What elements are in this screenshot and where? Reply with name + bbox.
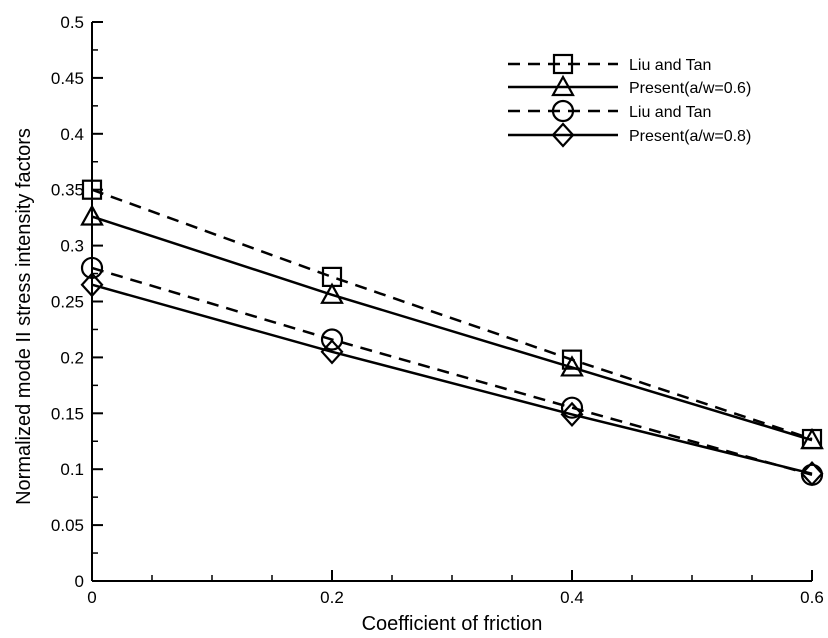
y-tick-label: 0.45 bbox=[51, 69, 84, 88]
y-tick-label: 0.35 bbox=[51, 181, 84, 200]
legend-marker bbox=[552, 53, 574, 75]
y-tick-label: 0.15 bbox=[51, 404, 84, 423]
series-3-line bbox=[91, 266, 813, 476]
series-2-line bbox=[91, 215, 813, 442]
series-2 bbox=[80, 204, 824, 450]
y-tick-label: 0.25 bbox=[51, 293, 84, 312]
legend-label: Liu and Tan bbox=[629, 104, 711, 121]
legend: Liu and Tan Present(a/w=0.6) Liu and Tan Pr… bbox=[508, 53, 751, 148]
legend-entry-1: Liu and Tan bbox=[508, 53, 711, 75]
legend-marker bbox=[551, 74, 575, 97]
y-tick-label: 0.05 bbox=[51, 516, 84, 535]
x-tick-label: 0 bbox=[87, 588, 96, 607]
series-1-point bbox=[81, 179, 103, 200]
series-3-point bbox=[80, 256, 104, 280]
legend-label: Present(a/w=0.6) bbox=[629, 80, 751, 97]
y-tick-label: 0 bbox=[75, 572, 84, 591]
series-4-point bbox=[320, 339, 344, 365]
x-tick-label: 0.4 bbox=[560, 588, 584, 607]
series-2-point bbox=[800, 427, 824, 450]
y-axis-title: Normalized mode II stress intensity fact… bbox=[13, 128, 35, 505]
series-4-point bbox=[800, 461, 824, 487]
legend-label: Present(a/w=0.8) bbox=[629, 128, 751, 145]
series-3-point bbox=[560, 396, 584, 419]
legend-label: Liu and Tan bbox=[629, 57, 711, 74]
series-1-line bbox=[91, 188, 813, 441]
axes: 0 0.05 0.1 0.15 0.2 0.25 0.3 0.35 0.4 0.45 0.5 0 0.2… bbox=[51, 13, 824, 607]
series-3-point bbox=[320, 328, 344, 351]
x-axis-title: Coefficient of friction bbox=[362, 613, 543, 635]
legend-entry-2: Present(a/w=0.6) bbox=[508, 74, 751, 97]
series-layer bbox=[80, 179, 824, 487]
series-3 bbox=[80, 256, 824, 486]
y-tick-label: 0.5 bbox=[60, 13, 84, 32]
series-2-point bbox=[320, 282, 344, 304]
legend-marker bbox=[551, 99, 575, 123]
x-tick-label: 0.2 bbox=[320, 588, 344, 607]
legend-marker bbox=[551, 122, 575, 148]
x-tick-label: 0.6 bbox=[800, 588, 824, 607]
y-tick-label: 0.4 bbox=[60, 125, 84, 144]
series-2-point bbox=[560, 355, 584, 377]
y-tick-label: 0.2 bbox=[60, 348, 84, 367]
series-4-point bbox=[560, 401, 584, 428]
legend-entry-3: Liu and Tan bbox=[508, 99, 711, 123]
y-tick-label: 0.1 bbox=[60, 460, 84, 479]
series-4-line bbox=[91, 283, 813, 475]
series-4-point bbox=[80, 272, 104, 298]
legend-entry-4: Present(a/w=0.8) bbox=[508, 122, 751, 148]
series-2-point bbox=[80, 204, 104, 226]
series-4 bbox=[80, 272, 824, 487]
y-tick-label: 0.3 bbox=[60, 237, 84, 256]
